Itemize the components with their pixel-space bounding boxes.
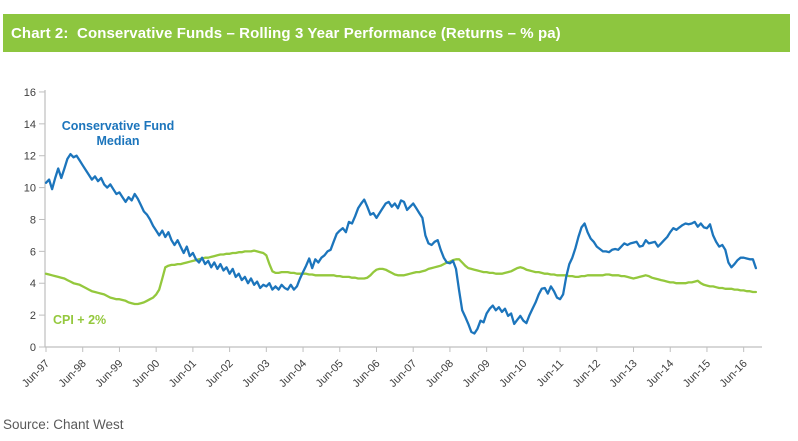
series-label-conservative-fund-line2: Median (96, 134, 139, 148)
series-label-conservative-fund-line1: Conservative Fund (62, 119, 175, 133)
x-tick-label: Jun-01 (167, 358, 199, 390)
x-tick-label: Jun-14 (644, 358, 676, 390)
series-label-cpi-plus-2: CPI + 2% (53, 313, 106, 327)
series-line-conservative-fund-median (44, 152, 758, 335)
x-tick-label: Jun-00 (130, 358, 162, 390)
x-tick-label: Jun-04 (277, 358, 309, 390)
y-tick-label: 0 (30, 342, 36, 354)
y-tick-label: 2 (30, 310, 36, 322)
chart-title: Chart 2: Conservative Funds – Rolling 3 … (11, 24, 561, 42)
x-tick-label: Jun-06 (350, 358, 382, 390)
x-tick-label: Jun-13 (607, 358, 639, 390)
x-tick-label: Jun-08 (424, 358, 456, 390)
x-tick-label: Jun-99 (93, 358, 125, 390)
y-tick-label: 16 (24, 87, 36, 99)
y-tick-label: 6 (30, 246, 36, 258)
x-tick-label: Jun-15 (681, 358, 713, 390)
y-tick-label: 14 (24, 119, 36, 131)
series-line-cpi-2 (44, 249, 758, 306)
x-tick-label: Jun-09 (460, 358, 492, 390)
x-tick-label: Jun-05 (314, 358, 346, 390)
x-tick-label: Jun-10 (497, 358, 529, 390)
y-tick-label: 8 (30, 214, 36, 226)
header-bar: Chart 2: Conservative Funds – Rolling 3 … (3, 14, 790, 52)
x-tick-label: Jun-07 (387, 358, 419, 390)
x-tick-label: Jun-02 (203, 358, 235, 390)
x-tick-label: Jun-03 (240, 358, 272, 390)
x-tick-label: Jun-16 (718, 358, 750, 390)
x-tick-label: Jun-98 (57, 358, 89, 390)
x-tick-label: Jun-97 (20, 358, 52, 390)
x-tick-label: Jun-11 (535, 358, 567, 390)
x-tick-label: Jun-12 (571, 358, 603, 390)
source-text: Source: Chant West (3, 417, 124, 432)
y-tick-label: 12 (24, 151, 36, 163)
y-tick-label: 4 (30, 278, 36, 290)
y-tick-label: 10 (24, 183, 36, 195)
